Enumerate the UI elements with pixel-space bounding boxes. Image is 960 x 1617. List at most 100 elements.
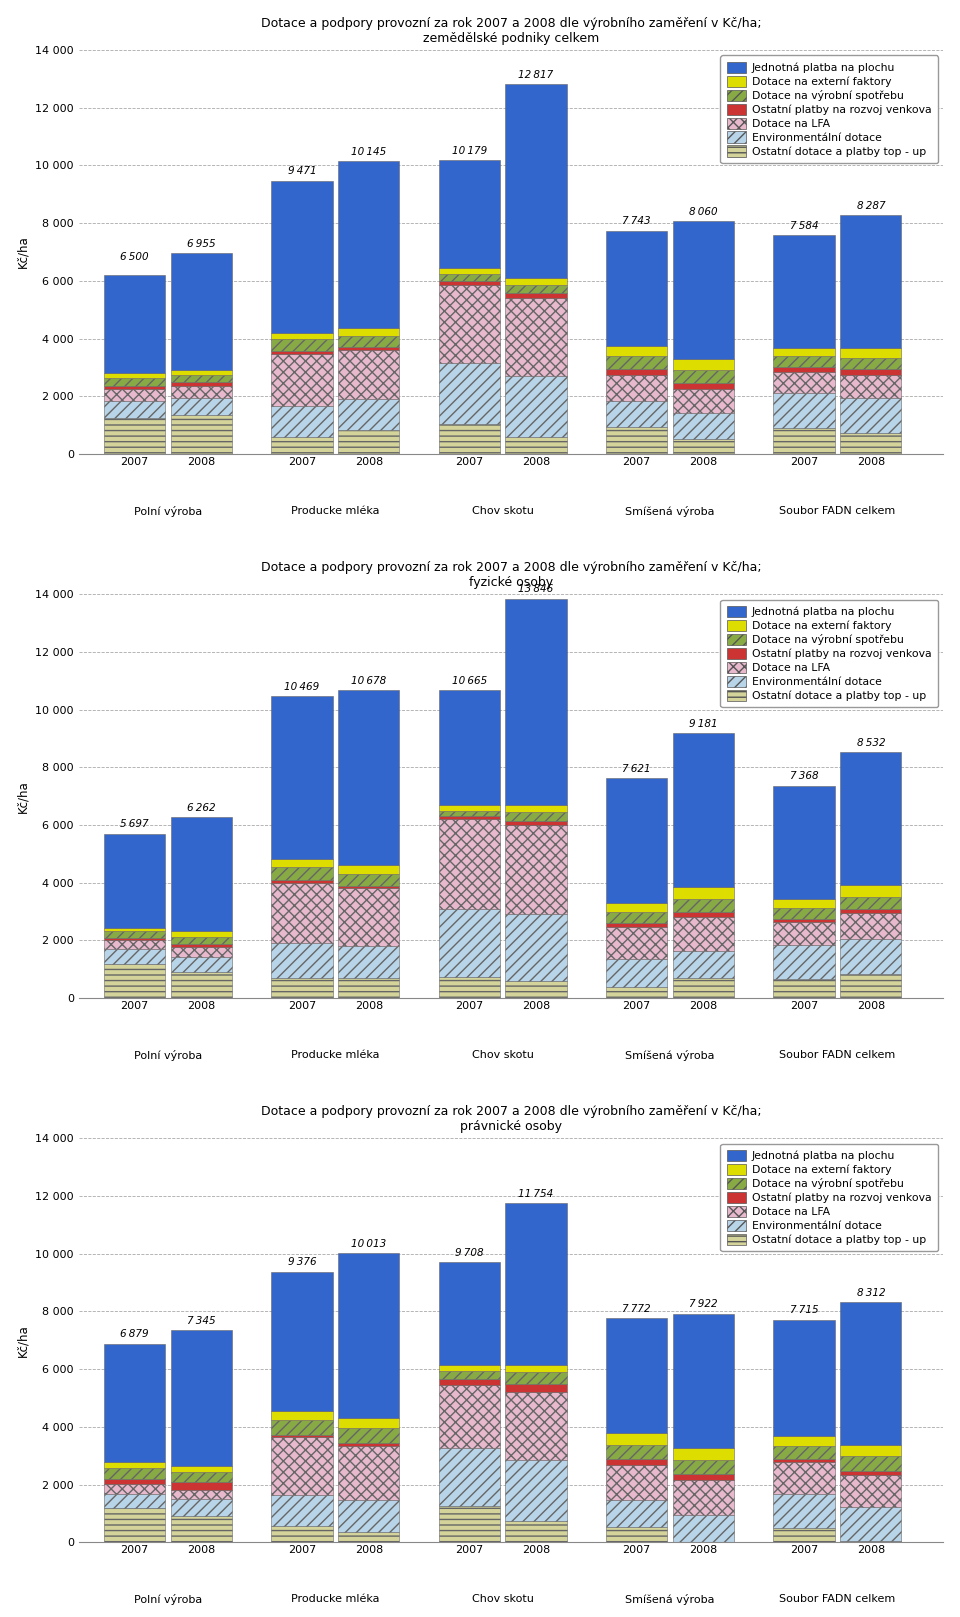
Bar	[271, 181, 332, 333]
Bar	[439, 160, 500, 268]
Bar	[104, 275, 165, 374]
Bar	[338, 349, 399, 399]
Bar	[439, 1371, 500, 1379]
Bar	[840, 369, 901, 375]
Bar	[773, 367, 834, 372]
Bar	[773, 944, 834, 980]
Bar	[606, 369, 667, 375]
Bar	[338, 328, 399, 336]
Bar	[338, 978, 399, 998]
Bar	[439, 273, 500, 281]
Bar	[104, 834, 165, 928]
Bar	[606, 346, 667, 356]
Bar	[439, 424, 500, 454]
Text: 8 312: 8 312	[856, 1289, 885, 1298]
Bar	[271, 859, 332, 867]
Bar	[606, 231, 667, 346]
Bar	[271, 333, 332, 340]
Bar	[271, 1412, 332, 1420]
Bar	[606, 1446, 667, 1460]
Bar	[171, 948, 232, 957]
Text: Polní výroba: Polní výroba	[133, 506, 203, 517]
Bar	[104, 949, 165, 964]
Bar	[104, 1480, 165, 1484]
Bar	[171, 375, 232, 382]
Bar	[439, 690, 500, 805]
Bar	[338, 1442, 399, 1446]
Bar	[506, 84, 566, 278]
Text: 7 621: 7 621	[622, 763, 651, 775]
Bar	[840, 884, 901, 896]
Bar	[271, 978, 332, 998]
Text: 9 376: 9 376	[288, 1258, 316, 1268]
Y-axis label: Kč/ha: Kč/ha	[16, 779, 30, 812]
Bar	[606, 928, 667, 959]
Bar	[338, 336, 399, 348]
Bar	[773, 922, 834, 944]
Text: 7 772: 7 772	[622, 1303, 651, 1313]
Bar	[840, 1507, 901, 1541]
Bar	[271, 340, 332, 351]
Bar	[271, 695, 332, 859]
Bar	[606, 1526, 667, 1543]
Text: Polní výroba: Polní výroba	[133, 1594, 203, 1606]
Bar	[606, 401, 667, 427]
Bar	[104, 931, 165, 938]
Bar	[338, 162, 399, 328]
Bar	[439, 1261, 500, 1365]
Bar	[840, 1302, 901, 1444]
Bar	[439, 977, 500, 998]
Bar	[773, 234, 834, 348]
Bar	[673, 414, 734, 440]
Bar	[673, 1475, 734, 1480]
Bar	[338, 888, 399, 946]
Bar	[673, 917, 734, 951]
Bar	[104, 401, 165, 417]
Bar	[606, 375, 667, 401]
Bar	[506, 982, 566, 998]
Text: 10 678: 10 678	[351, 676, 387, 686]
Text: 8 287: 8 287	[856, 201, 885, 210]
Text: Polní výroba: Polní výroba	[133, 1049, 203, 1061]
Bar	[271, 1438, 332, 1494]
Bar	[840, 752, 901, 884]
Bar	[104, 1494, 165, 1509]
Bar	[439, 1449, 500, 1505]
Bar	[673, 370, 734, 383]
Bar	[506, 1392, 566, 1460]
Text: 9 181: 9 181	[689, 720, 718, 729]
Text: Chov skotu: Chov skotu	[471, 1594, 534, 1604]
Bar	[171, 254, 232, 370]
Bar	[773, 907, 834, 918]
Bar	[506, 598, 566, 805]
Bar	[104, 386, 165, 390]
Bar	[271, 1271, 332, 1412]
Bar	[673, 440, 734, 454]
Bar	[506, 1460, 566, 1520]
Bar	[773, 393, 834, 429]
Bar	[506, 821, 566, 825]
Bar	[104, 1468, 165, 1480]
Text: 10 145: 10 145	[351, 147, 387, 157]
Text: Soubor FADN celkem: Soubor FADN celkem	[780, 506, 896, 516]
Bar	[271, 867, 332, 880]
Text: 8 532: 8 532	[856, 737, 885, 747]
Bar	[506, 1371, 566, 1384]
Bar	[673, 1449, 734, 1460]
Text: Producke mléka: Producke mléka	[291, 1049, 379, 1061]
Bar	[439, 281, 500, 285]
Bar	[606, 427, 667, 454]
Bar	[104, 390, 165, 401]
Bar	[606, 902, 667, 912]
Bar	[338, 690, 399, 865]
Text: Producke mléka: Producke mléka	[291, 1594, 379, 1604]
Bar	[338, 1418, 399, 1428]
Bar	[171, 972, 232, 998]
Bar	[773, 1459, 834, 1462]
Bar	[439, 1379, 500, 1384]
Bar	[104, 938, 165, 941]
Bar	[506, 825, 566, 915]
Bar	[338, 1501, 399, 1533]
Bar	[840, 398, 901, 433]
Bar	[506, 278, 566, 285]
